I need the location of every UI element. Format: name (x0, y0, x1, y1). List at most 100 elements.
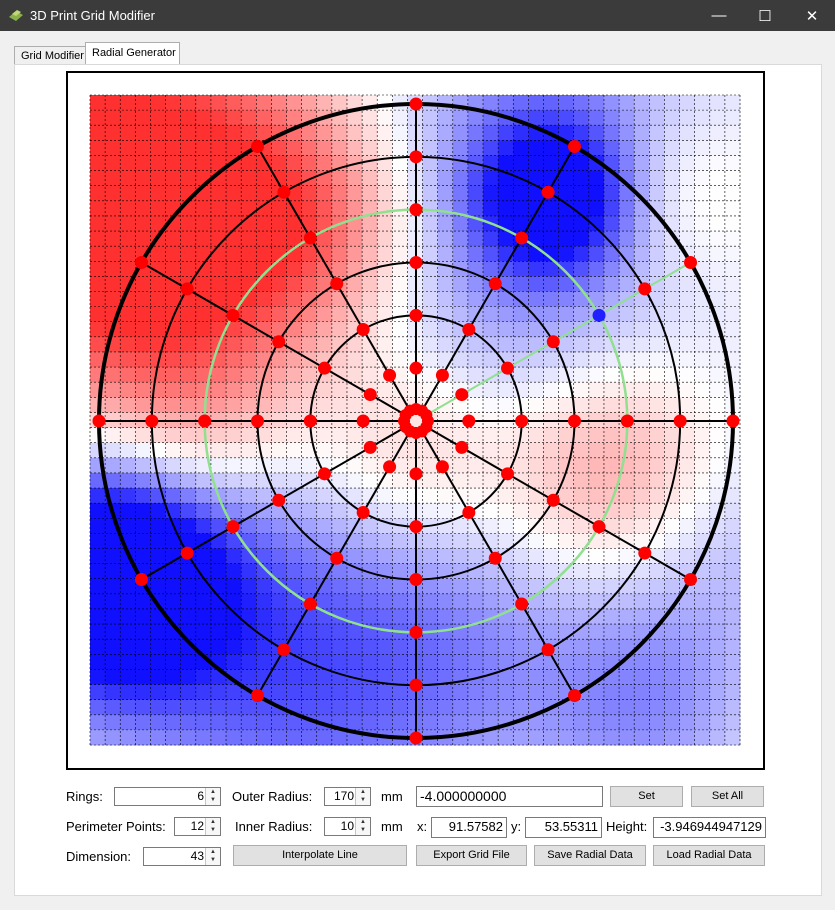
heat-cell (649, 110, 665, 126)
heat-cell (241, 155, 257, 171)
heat-cell (346, 200, 363, 217)
heat-cell (694, 518, 711, 534)
heat-cell (90, 170, 106, 187)
set-all-button[interactable]: Set All (691, 786, 764, 807)
radial-grid-plot[interactable] (68, 73, 763, 768)
outer-radius-stepper[interactable]: 170 ▲ ▼ (324, 787, 371, 806)
heat-cell (226, 231, 242, 247)
heat-cell (362, 714, 378, 731)
up-arrow-icon[interactable]: ▲ (360, 819, 366, 825)
heat-cell (422, 306, 439, 323)
dimension-stepper[interactable]: 43 ▲ ▼ (143, 847, 221, 866)
export-grid-file-button[interactable]: Export Grid File (416, 845, 527, 866)
heat-cell (165, 367, 182, 383)
grid-point (638, 282, 652, 296)
down-arrow-icon[interactable]: ▼ (210, 857, 216, 863)
save-radial-data-button[interactable]: Save Radial Data (534, 845, 646, 866)
heat-cell (483, 351, 499, 368)
heat-cell (513, 563, 529, 580)
heat-cell (513, 95, 529, 111)
heat-cell (316, 231, 333, 247)
heat-cell (271, 472, 287, 489)
heat-cell (271, 714, 287, 731)
x-input[interactable]: 91.57582 (431, 817, 507, 838)
up-arrow-icon[interactable]: ▲ (210, 819, 216, 825)
heat-cell (195, 351, 212, 368)
heat-cell (649, 714, 665, 731)
close-button[interactable]: ✕ (805, 7, 819, 25)
heat-cell (422, 578, 439, 595)
up-arrow-icon[interactable]: ▲ (210, 849, 216, 855)
heat-cell (649, 654, 665, 670)
heat-cell (331, 639, 348, 655)
heat-cell (90, 215, 106, 232)
heat-cell (346, 457, 363, 474)
heat-cell (180, 215, 197, 232)
down-arrow-icon[interactable]: ▼ (360, 827, 366, 833)
dimension-spin-arrows[interactable]: ▲ ▼ (205, 848, 220, 865)
tab-radial-generator[interactable]: Radial Generator (85, 42, 180, 64)
grid-point (330, 277, 344, 291)
heat-cell (467, 351, 484, 368)
tab-grid-modifier[interactable]: Grid Modifier (14, 46, 87, 66)
heat-cell (301, 699, 318, 716)
heat-cell (135, 714, 151, 731)
heat-cell (180, 246, 197, 262)
outer-radius-spin-arrows[interactable]: ▲ ▼ (355, 788, 370, 805)
rings-spin-arrows[interactable]: ▲ ▼ (205, 788, 220, 805)
heat-cell (377, 95, 393, 111)
heat-cell (210, 729, 227, 746)
heat-cell (120, 185, 136, 202)
minimize-button[interactable]: — (711, 7, 727, 24)
grid-point (546, 335, 560, 349)
inner-radius-spin-arrows[interactable]: ▲ ▼ (355, 818, 370, 835)
maximize-button[interactable]: ☐ (758, 7, 772, 25)
rings-stepper[interactable]: 6 ▲ ▼ (114, 787, 221, 806)
heat-cell (256, 170, 272, 187)
heat-cell (301, 185, 318, 202)
load-radial-data-button[interactable]: Load Radial Data (653, 845, 765, 866)
heat-cell (210, 215, 227, 232)
y-input[interactable]: 53.55311 (525, 817, 602, 838)
set-button[interactable]: Set (610, 786, 683, 807)
heat-cell (165, 110, 182, 126)
heat-cell (210, 125, 227, 141)
heat-cell (120, 336, 136, 353)
heat-cell (664, 684, 680, 701)
heat-cell (331, 306, 348, 323)
heat-cell (483, 684, 499, 701)
heat-cell (679, 321, 696, 338)
heat-cell (165, 729, 182, 746)
perimeter-points-stepper[interactable]: 12 ▲ ▼ (174, 817, 221, 836)
heat-cell (120, 231, 136, 247)
grid-point (409, 678, 423, 692)
heat-cell (256, 306, 272, 323)
height-input[interactable]: -3.946944947129 (653, 817, 766, 838)
up-arrow-icon[interactable]: ▲ (210, 789, 216, 795)
heat-cell (286, 306, 303, 323)
heat-cell (301, 306, 318, 323)
interpolate-line-button[interactable]: Interpolate Line (233, 845, 407, 866)
heat-cell (362, 125, 378, 141)
up-arrow-icon[interactable]: ▲ (360, 789, 366, 795)
value-input[interactable]: -4.000000000 (416, 786, 603, 807)
down-arrow-icon[interactable]: ▼ (360, 797, 366, 803)
perimeter-points-spin-arrows[interactable]: ▲ ▼ (205, 818, 220, 835)
heat-cell (301, 397, 318, 413)
heat-cell (392, 276, 408, 292)
heat-cell (150, 699, 166, 716)
heat-cell (513, 639, 529, 655)
inner-radius-stepper[interactable]: 10 ▲ ▼ (324, 817, 371, 836)
down-arrow-icon[interactable]: ▼ (210, 797, 216, 803)
heat-cell (679, 533, 696, 549)
heat-cell (679, 170, 696, 187)
heat-cell (709, 654, 726, 670)
heat-cell (498, 639, 514, 655)
heat-cell (452, 578, 469, 595)
radial-canvas[interactable] (66, 71, 765, 770)
heat-cell (483, 729, 499, 746)
heat-cell (422, 125, 439, 141)
heat-cell (150, 276, 166, 292)
heat-cell (271, 95, 287, 111)
down-arrow-icon[interactable]: ▼ (210, 827, 216, 833)
